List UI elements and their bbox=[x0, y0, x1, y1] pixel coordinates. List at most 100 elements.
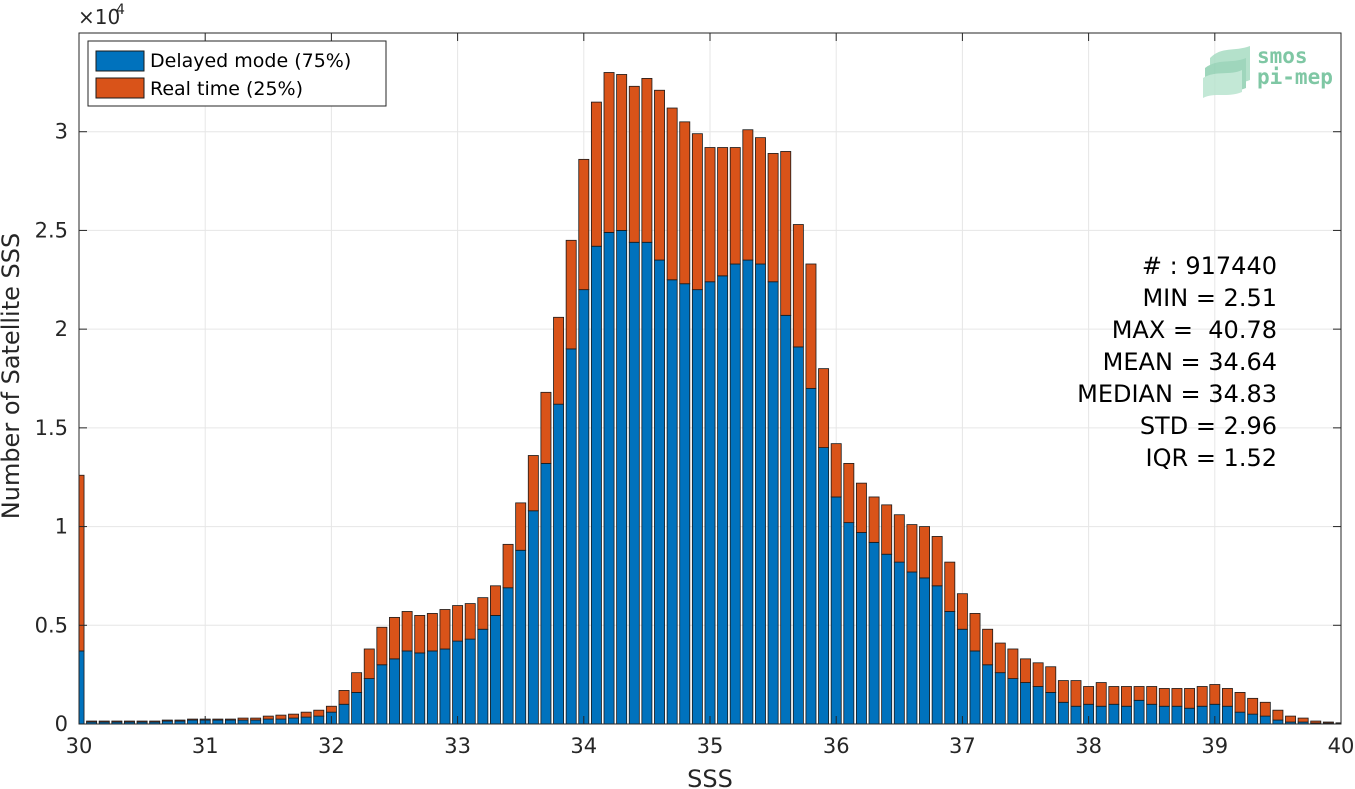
bar-realtime bbox=[578, 158, 590, 291]
bar-delayed bbox=[931, 585, 943, 725]
bar-delayed bbox=[881, 553, 893, 725]
y-tick-label: 3 bbox=[55, 120, 68, 144]
bar-delayed bbox=[553, 403, 565, 725]
bar-delayed bbox=[224, 719, 236, 725]
bar-delayed bbox=[363, 678, 375, 725]
bar-realtime bbox=[1032, 662, 1044, 687]
bar-delayed bbox=[502, 587, 514, 725]
bar-delayed bbox=[893, 561, 905, 725]
bar-realtime bbox=[136, 720, 148, 723]
bar-realtime bbox=[1221, 688, 1233, 707]
bar-realtime bbox=[1045, 666, 1057, 693]
bar-delayed bbox=[919, 577, 930, 725]
bar-realtime bbox=[502, 543, 514, 589]
x-tick-labels: 30 31 32 33 34 35 36 37 38 39 40 bbox=[66, 734, 1355, 758]
logo-waves-icon bbox=[1203, 46, 1250, 98]
bar-realtime bbox=[628, 85, 640, 243]
bar-realtime bbox=[363, 648, 375, 679]
bar-realtime bbox=[111, 720, 123, 723]
y-tick-label: 1.5 bbox=[35, 416, 68, 440]
x-tick-label: 30 bbox=[66, 734, 93, 758]
bar-realtime bbox=[1070, 680, 1082, 707]
bar-realtime bbox=[262, 715, 274, 720]
bar-delayed bbox=[679, 283, 691, 725]
stat-iqr: IQR = 1.52 bbox=[1146, 444, 1277, 472]
bar-realtime bbox=[1209, 684, 1221, 705]
bar-delayed bbox=[805, 387, 817, 725]
y-tick-label: 1 bbox=[55, 515, 68, 539]
x-axis-label: SSS bbox=[687, 765, 733, 789]
bar-delayed bbox=[426, 650, 438, 725]
bar-delayed bbox=[1095, 705, 1107, 725]
bar-realtime bbox=[527, 455, 539, 512]
bar-delayed bbox=[477, 628, 489, 725]
bar-delayed bbox=[1007, 678, 1019, 725]
bar-realtime bbox=[704, 147, 716, 283]
bar-delayed bbox=[1057, 701, 1069, 725]
bar-delayed bbox=[1158, 705, 1170, 725]
tick-marks bbox=[78, 33, 1342, 725]
bar-realtime bbox=[553, 316, 565, 405]
logo-text-line1: smos bbox=[1257, 44, 1308, 68]
bar-delayed bbox=[628, 241, 640, 725]
bar-realtime bbox=[1146, 686, 1158, 705]
bar-delayed bbox=[691, 289, 703, 725]
bar-delayed bbox=[1146, 703, 1158, 725]
bar-realtime bbox=[161, 719, 173, 722]
bar-realtime bbox=[956, 593, 968, 630]
bar-realtime bbox=[780, 151, 792, 316]
bar-delayed bbox=[389, 658, 400, 725]
bar-delayed bbox=[982, 664, 994, 725]
bar-realtime bbox=[275, 714, 287, 720]
bar-realtime bbox=[1121, 686, 1132, 707]
bar-realtime bbox=[805, 263, 817, 389]
x-tick-label: 33 bbox=[444, 734, 471, 758]
bar-delayed bbox=[1020, 682, 1031, 725]
bar-realtime bbox=[944, 561, 956, 612]
legend-swatch-realtime bbox=[95, 77, 145, 99]
stat-std: STD = 2.96 bbox=[1140, 412, 1277, 440]
x-tick-label: 35 bbox=[697, 734, 724, 758]
stat-count: # : 917440 bbox=[1142, 252, 1277, 280]
bar-realtime bbox=[124, 720, 135, 723]
bar-realtime bbox=[149, 720, 161, 723]
bar-realtime bbox=[86, 720, 98, 723]
bar-delayed bbox=[868, 541, 880, 725]
y-axis-label: Number of Satellite SSS bbox=[0, 233, 25, 519]
bar-realtime bbox=[98, 720, 110, 723]
bar-realtime bbox=[931, 536, 943, 587]
bar-realtime bbox=[855, 482, 867, 533]
bar-delayed bbox=[1196, 705, 1208, 725]
y-tick-label: 2.5 bbox=[35, 218, 68, 242]
bar-realtime bbox=[590, 101, 602, 247]
bar-delayed bbox=[792, 346, 804, 725]
bar-realtime bbox=[288, 713, 299, 719]
bar-realtime bbox=[893, 514, 905, 563]
bar-realtime bbox=[994, 642, 1006, 674]
bar-delayed bbox=[313, 715, 325, 725]
bar-realtime bbox=[1158, 688, 1170, 707]
bar-realtime bbox=[742, 129, 754, 261]
stat-median: MEDIAN = 34.83 bbox=[1077, 380, 1277, 408]
bar-delayed bbox=[78, 650, 85, 725]
x-tick-label: 40 bbox=[1328, 734, 1355, 758]
x-tick-label: 37 bbox=[949, 734, 976, 758]
x-tick-label: 38 bbox=[1075, 734, 1102, 758]
logo-text-line2: pi-mep bbox=[1257, 65, 1333, 89]
bar-realtime bbox=[717, 147, 729, 277]
bar-delayed bbox=[262, 718, 274, 725]
bar-realtime bbox=[439, 609, 451, 650]
bar-delayed bbox=[654, 259, 665, 725]
bar-realtime bbox=[376, 626, 388, 666]
bar-realtime bbox=[490, 585, 501, 616]
bar-realtime bbox=[1234, 692, 1246, 713]
bar-delayed bbox=[1070, 705, 1082, 725]
y-tick-label: 0 bbox=[55, 712, 68, 736]
bar-realtime bbox=[1272, 709, 1284, 721]
bar-realtime bbox=[1335, 722, 1342, 724]
bar-delayed bbox=[237, 719, 249, 725]
bar-realtime bbox=[767, 153, 779, 283]
bar-realtime bbox=[389, 616, 400, 660]
x-tick-label: 36 bbox=[823, 734, 850, 758]
